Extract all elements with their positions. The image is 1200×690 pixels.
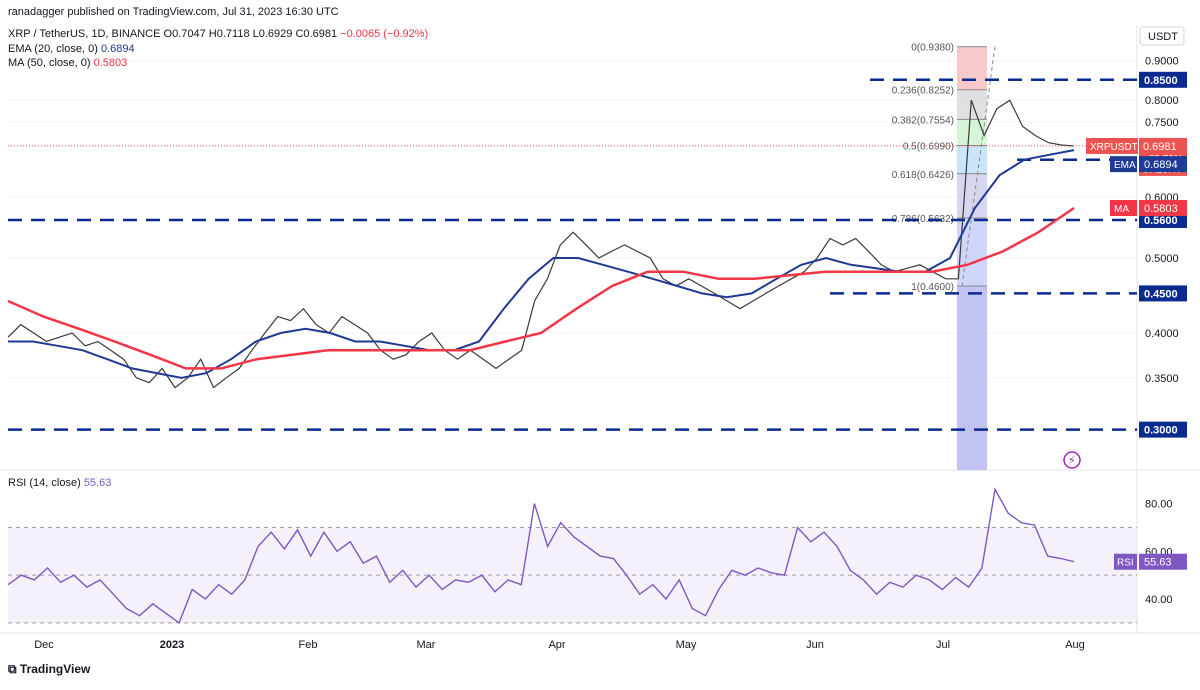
ma-legend-label: MA (50, close, 0) (8, 57, 91, 69)
rsi-band-fill (8, 527, 1137, 623)
symbol-title: XRP / TetherUS, 1D, BINANCE (8, 28, 161, 40)
ohlc-open-label: O (163, 28, 173, 40)
currency-box (1139, 26, 1185, 46)
ohlc-high-label: H (208, 28, 217, 40)
ema-legend-value: 0.6894 (100, 43, 135, 55)
price-tick-label: 0.8000 (1145, 95, 1179, 107)
symbol-line: XRP / TetherUS, 1D, BINANCE O0.7047 H0.7… (8, 28, 428, 40)
fib-zone (957, 89, 987, 120)
tradingview-logo-text: TradingView (19, 662, 91, 676)
price-tick-label: 0.5000 (1145, 253, 1179, 265)
axes: 0.90000.80000.75000.60000.50000.40000.35… (34, 26, 1187, 651)
fib-level-label: 0.236(0.8252) (892, 86, 954, 97)
level-tag-label: 0.5600 (1144, 215, 1178, 227)
rsi-legend[interactable]: RSI (14, close) 55.63 (8, 477, 111, 489)
ma-legend-value: 0.5803 (93, 57, 128, 69)
indicator-tag-value: 0.5803 (1144, 203, 1178, 215)
fib-level-label: 0(0.9380) (911, 43, 954, 54)
fib-zone (957, 46, 987, 90)
rsi-legend-label: RSI (14, close) (8, 477, 81, 489)
ema-legend-label: EMA (20, close, 0) (8, 43, 98, 55)
tradingview-logo[interactable]: ⧉ TradingView (8, 662, 90, 677)
fib-level-label: 0.382(0.7554) (892, 115, 954, 126)
indicator-tag-value-bg (1139, 200, 1187, 217)
indicator-tag-name: EMA (1114, 160, 1136, 171)
time-tick-label: Dec (34, 639, 54, 651)
price-tick-label: 0.7500 (1145, 117, 1179, 129)
price-tick-label: 0.9000 (1145, 56, 1179, 68)
indicator-tag-name-bg (1110, 200, 1137, 217)
level-tag-bg (1139, 71, 1187, 88)
fib-zone (957, 119, 987, 146)
time-tick-label: May (676, 639, 697, 651)
symbol-tag-bg (1086, 137, 1138, 154)
fib-zone (957, 173, 987, 219)
time-tick-label: 2023 (160, 639, 184, 651)
symbol-tag-label: XRPUSDT (1090, 142, 1138, 153)
level-tag-bg (1139, 421, 1187, 438)
rsi-pane[interactable] (7, 487, 1137, 624)
rsi-tick-label: 40.00 (1145, 594, 1173, 606)
fib-trend-line (961, 46, 996, 287)
ohlc-high: 0.7118 (216, 28, 250, 40)
ohlc-close-label: C (295, 28, 304, 40)
main-pane-bg (0, 25, 1137, 470)
price-pane[interactable]: 0(0.9380) 0.236(0.8252) 0.382(0.7554) 0.5(0… (7, 43, 1137, 470)
ohlc-close: 0.6981 (303, 28, 338, 40)
lightning-icon (1063, 451, 1081, 469)
published-line: ranadagger published on TradingView.com,… (8, 6, 339, 18)
tradingview-logo-icon: ⧉ (8, 662, 20, 676)
currency-label: USDT (1148, 31, 1178, 43)
ohlc-open: 0.7047 (172, 28, 206, 40)
rsi-tag-value: 55.63 (1144, 557, 1172, 569)
rsi-tag-value-bg (1139, 553, 1187, 570)
fib-zone (957, 145, 987, 174)
price-tick-label: 0.4000 (1145, 328, 1179, 340)
indicator-tag-value-bg (1139, 156, 1187, 173)
fib-level-label: 1(0.4600) (911, 282, 954, 293)
ohlc-low-label: L (252, 28, 259, 40)
lightning-icon-glyph: ⚡ (1068, 454, 1076, 467)
indicator-tag-name-bg (1110, 156, 1137, 173)
rsi-tick-label: 80.00 (1145, 499, 1173, 511)
time-tick-label: Apr (548, 639, 565, 651)
indicator-tag-name: MA (1114, 204, 1129, 215)
time-tick-label: Jul (936, 639, 950, 651)
last-price-value: 0.6981 (1143, 141, 1177, 153)
fib-level-label: 0.786(0.5632) (892, 214, 954, 225)
time-tick-label: Aug (1065, 639, 1085, 651)
rsi-tag-name-bg (1114, 553, 1137, 570)
indicator-tag-value: 0.6894 (1144, 159, 1178, 171)
ohlc-change: −0.0065 (−0.92%) (340, 28, 429, 40)
level-tag-bg (1139, 285, 1187, 302)
level-tag-label: 0.3000 (1144, 425, 1178, 437)
ohlc-low: 0.6929 (258, 28, 293, 40)
level-tag-label: 0.8500 (1144, 75, 1178, 87)
fib-level-label: 0.5(0.6990) (903, 141, 954, 152)
level-tag-label: 0.4500 (1144, 288, 1178, 300)
fib-extension-zone (957, 286, 987, 470)
ema-legend[interactable]: EMA (20, close, 0) 0.6894 (8, 43, 135, 55)
fib-level-label: 0.618(0.6426) (892, 170, 954, 181)
time-tick-label: Mar (417, 639, 436, 651)
time-tick-label: Feb (299, 639, 318, 651)
ma-legend[interactable]: MA (50, close, 0) 0.5803 (8, 57, 127, 69)
time-tick-label: Jun (806, 639, 824, 651)
rsi-legend-value: 55.63 (83, 477, 112, 489)
rsi-line (7, 487, 1075, 624)
ma-line (7, 206, 1075, 370)
price-tick-label: 0.3500 (1145, 373, 1179, 385)
rsi-tag-name: RSI (1117, 558, 1134, 569)
